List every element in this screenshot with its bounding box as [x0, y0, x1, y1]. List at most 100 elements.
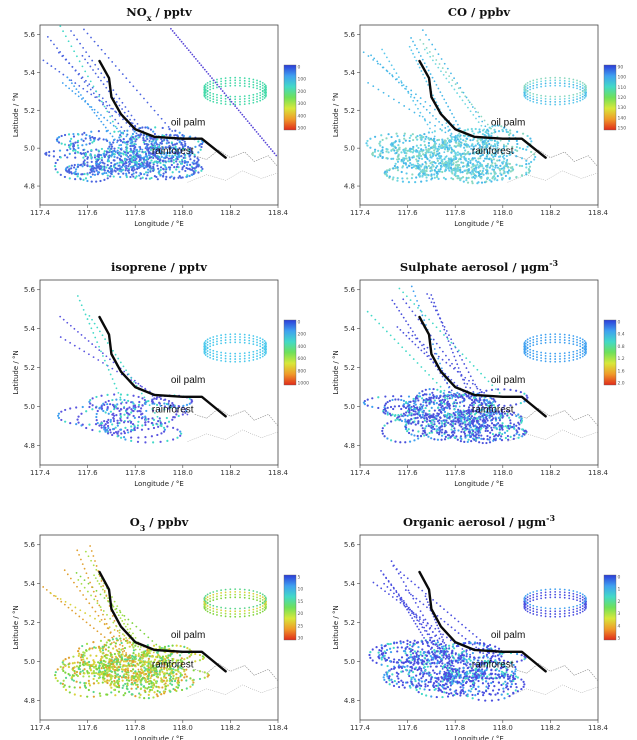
track-point	[396, 166, 399, 169]
track-point	[457, 408, 460, 412]
track-point	[421, 171, 424, 174]
track-point	[490, 429, 494, 432]
track-point	[486, 128, 489, 131]
track-point	[563, 357, 566, 360]
track-point	[407, 421, 410, 424]
track-point	[400, 395, 403, 398]
track-point	[524, 91, 527, 94]
track-point	[379, 154, 382, 158]
track-point	[385, 56, 388, 59]
track-point	[451, 424, 454, 428]
track-point	[576, 82, 578, 85]
track-point	[474, 428, 477, 431]
track-point	[248, 99, 251, 102]
track-point	[444, 332, 447, 335]
track-point	[423, 168, 426, 172]
track-point	[153, 132, 156, 136]
track-point	[472, 396, 476, 399]
track-point	[419, 38, 422, 41]
track-point	[540, 83, 543, 85]
track-point	[483, 133, 486, 137]
track-point	[116, 139, 119, 142]
track-point	[114, 431, 118, 434]
track-point	[203, 87, 206, 90]
track-point	[394, 146, 397, 149]
track-point	[435, 150, 439, 153]
track-point	[473, 177, 476, 180]
track-point	[78, 347, 81, 350]
track-point	[74, 170, 77, 173]
track-point	[415, 176, 418, 179]
track-point	[121, 161, 124, 164]
track-point	[94, 162, 98, 165]
track-point	[437, 66, 440, 69]
track-point	[498, 167, 501, 170]
track-point	[165, 154, 168, 157]
track-point	[496, 142, 499, 145]
track-point	[234, 352, 237, 355]
track-point	[549, 341, 552, 344]
track-point	[480, 124, 483, 127]
track-point	[174, 154, 177, 157]
track-point	[186, 167, 190, 170]
track-point	[530, 160, 533, 164]
plot-content	[57, 295, 278, 444]
track-point	[488, 424, 491, 428]
track-point	[160, 140, 164, 143]
x-tick-label: 117.8	[125, 469, 145, 477]
track-point	[156, 423, 159, 426]
track-point	[563, 339, 566, 341]
track-point	[549, 76, 552, 79]
track-point	[462, 91, 465, 94]
track-point	[515, 163, 518, 166]
track-point	[89, 88, 92, 91]
track-point	[443, 145, 446, 148]
track-point	[463, 146, 466, 149]
track-point	[487, 405, 491, 408]
track-point	[234, 79, 237, 82]
track-point	[478, 146, 481, 150]
track-point	[396, 158, 399, 161]
track-point	[151, 408, 154, 410]
track-point	[76, 144, 80, 147]
track-point	[243, 336, 246, 339]
track-point	[151, 401, 154, 404]
track-point	[459, 141, 462, 144]
track-point	[370, 54, 372, 57]
track-point	[402, 331, 405, 334]
track-point	[490, 415, 494, 418]
track-point	[475, 426, 479, 429]
track-point	[497, 124, 500, 127]
track-point	[70, 164, 73, 167]
track-point	[121, 73, 124, 76]
track-point	[568, 354, 571, 357]
track-point	[206, 341, 209, 344]
track-point	[387, 133, 390, 136]
track-point	[148, 156, 151, 159]
track-point	[529, 337, 532, 340]
track-point	[178, 151, 181, 154]
track-point	[439, 385, 442, 388]
track-point	[180, 149, 183, 153]
track-point	[476, 368, 479, 371]
track-point	[92, 356, 95, 359]
track-point	[112, 141, 115, 144]
track-point	[171, 30, 174, 32]
track-point	[479, 169, 482, 173]
track-point	[442, 392, 445, 395]
track-point	[477, 131, 480, 134]
track-point	[431, 425, 435, 428]
track-point	[414, 410, 417, 413]
track-point	[119, 130, 121, 132]
track-point	[523, 341, 526, 344]
track-point	[451, 433, 455, 436]
track-point	[438, 422, 441, 425]
track-point	[425, 170, 428, 173]
track-point	[161, 175, 165, 178]
track-point	[182, 164, 186, 168]
track-point	[108, 111, 111, 114]
track-point	[470, 415, 474, 418]
track-point	[131, 140, 134, 143]
track-point	[463, 153, 466, 156]
track-point	[433, 427, 436, 431]
